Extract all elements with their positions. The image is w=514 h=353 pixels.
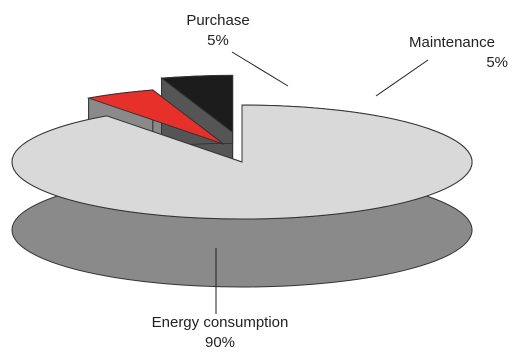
leader-maintenance	[375, 59, 429, 97]
label-purchase-name: Purchase	[186, 12, 250, 29]
leader-purchase	[231, 51, 289, 87]
label-energy: Energy consumption 90%	[110, 313, 330, 353]
slice-2-top	[160, 74, 234, 134]
leader-lines	[215, 51, 429, 314]
slice-0-top	[11, 104, 473, 220]
label-energy-value: 90%	[204, 334, 236, 351]
label-purchase-value: 5%	[207, 32, 229, 49]
slice-1-top	[86, 89, 225, 145]
pie-tops	[11, 74, 473, 220]
label-energy-name: Energy consumption	[151, 314, 289, 331]
label-maintenance: Maintenance 5%	[392, 33, 512, 73]
label-maintenance-name: Maintenance	[409, 34, 495, 51]
label-purchase: Purchase 5%	[168, 11, 268, 51]
label-maintenance-value: 5%	[486, 54, 508, 71]
